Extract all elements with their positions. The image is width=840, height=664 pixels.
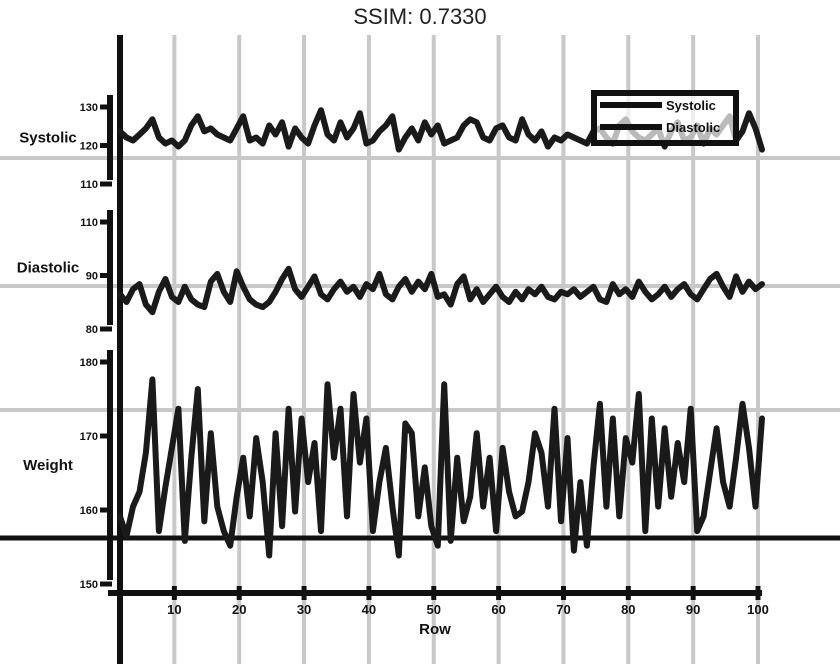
y-axis-label-2: Weight	[23, 457, 73, 474]
x-tick-label-40: 40	[362, 602, 376, 617]
x-tick-label-30: 30	[297, 602, 311, 617]
y-axis-label-1: Diastolic	[17, 260, 80, 277]
axes	[0, 35, 840, 664]
y-tick-label-2-0: 180	[80, 357, 98, 369]
x-tick-label-70: 70	[556, 602, 570, 617]
x-tick-label-60: 60	[491, 602, 505, 617]
x-tick-label-90: 90	[686, 602, 700, 617]
y-tick-label-2-2: 160	[80, 505, 98, 517]
x-axis-label: Row	[419, 621, 451, 638]
y-tick-label-1-0: 110	[80, 217, 98, 229]
y-tick-label-1-1: 90	[86, 271, 98, 283]
legend: Systolic Diastolic	[591, 90, 739, 146]
y-tick-label-0-0: 130	[80, 102, 98, 114]
y-tick-label-0-2: 110	[80, 179, 98, 191]
y-tick-label-2-3: 150	[80, 579, 98, 591]
chart-title: SSIM: 0.7330	[353, 4, 487, 29]
x-tick-label-80: 80	[621, 602, 635, 617]
y-tick-label-0-1: 120	[80, 141, 98, 153]
series-lines	[117, 107, 765, 559]
legend-box	[591, 90, 739, 146]
series-line-diastolic	[117, 265, 765, 316]
y-tick-label-1-2: 80	[86, 324, 98, 336]
legend-label-systolic: Systolic	[666, 98, 716, 113]
x-tick-label-20: 20	[232, 602, 246, 617]
x-tick-label-100: 100	[747, 602, 769, 617]
y-tick-label-2-1: 170	[80, 431, 98, 443]
x-tick-label-50: 50	[427, 602, 441, 617]
y-axis-label-0: Systolic	[19, 130, 77, 147]
series-line-weight	[117, 376, 765, 559]
tick-labels: 130 120 110 Systolic 110 90 80 Diastolic 180 170 1…	[17, 102, 769, 638]
legend-label-diastolic: Diastolic	[666, 120, 720, 135]
x-tick-label-10: 10	[167, 602, 181, 617]
